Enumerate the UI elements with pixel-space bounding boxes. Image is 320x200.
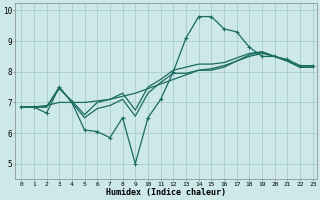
X-axis label: Humidex (Indice chaleur): Humidex (Indice chaleur) xyxy=(106,188,226,197)
